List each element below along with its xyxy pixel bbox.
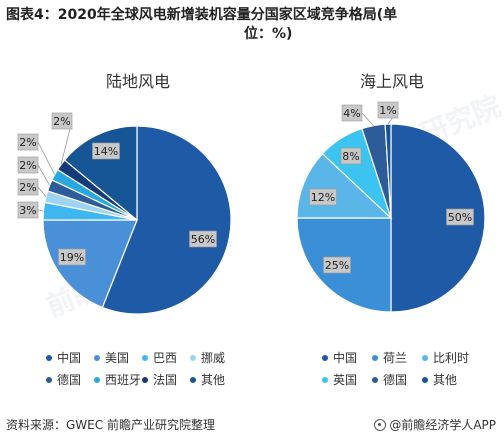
data-label: 2% bbox=[19, 159, 36, 172]
legend-swatch bbox=[94, 354, 100, 361]
legend-swatch bbox=[46, 354, 52, 361]
legend-swatch bbox=[372, 354, 378, 361]
data-label-box bbox=[51, 112, 73, 130]
legend-item: 德国 bbox=[372, 371, 407, 388]
legend-swatch bbox=[190, 354, 196, 361]
chart-title-line1: 图表4：2020年全球风电新增装机容量分国家区域竞争格局(单 bbox=[6, 7, 398, 23]
label-leader-line bbox=[37, 186, 47, 197]
data-label-box bbox=[377, 101, 399, 119]
legend-item: 中国 bbox=[46, 349, 81, 366]
legend-label: 其他 bbox=[433, 373, 458, 387]
label-leader-line bbox=[37, 209, 44, 212]
data-label: 1% bbox=[379, 104, 396, 117]
chart-title-line2: 位：%) bbox=[244, 26, 293, 42]
legend-label: 英国 bbox=[333, 373, 358, 387]
legend-label: 挪威 bbox=[201, 351, 226, 365]
data-label-box bbox=[58, 248, 86, 266]
legend-item: 美国 bbox=[94, 349, 129, 366]
legend-label: 其他 bbox=[201, 373, 226, 387]
data-label: 3% bbox=[19, 204, 36, 217]
legend-label: 德国 bbox=[383, 373, 408, 387]
label-leader-line bbox=[361, 112, 374, 126]
legend-label: 美国 bbox=[105, 351, 130, 365]
label-leader-line bbox=[37, 164, 50, 186]
brand-text: @前瞻经济学人APP bbox=[389, 418, 496, 432]
data-label-box bbox=[340, 147, 362, 165]
data-label-box bbox=[446, 208, 474, 226]
data-label-box bbox=[341, 104, 363, 122]
data-label-box bbox=[309, 188, 337, 206]
pie-title: 陆地风电 bbox=[106, 72, 170, 91]
data-label: 19% bbox=[60, 251, 84, 264]
legend-label: 巴西 bbox=[153, 351, 178, 365]
legend-swatch bbox=[142, 354, 148, 361]
data-label-box bbox=[17, 156, 39, 174]
data-label: 56% bbox=[191, 233, 215, 246]
pie-chart-land: 陆地风电 56% 19% 3% 2% 2% 2% 2% 14% bbox=[17, 72, 232, 315]
legend-item: 比利时 bbox=[422, 349, 469, 366]
legend-item: 英国 bbox=[322, 371, 357, 388]
legend-swatch bbox=[46, 376, 52, 383]
legend-swatch bbox=[322, 354, 328, 361]
data-label: 4% bbox=[343, 107, 360, 120]
legend-swatch bbox=[94, 376, 100, 383]
legend-label: 中国 bbox=[57, 351, 82, 365]
data-label: 8% bbox=[342, 150, 359, 163]
data-label: 14% bbox=[94, 145, 118, 158]
pie-chart-offshore: 海上风电 50% 25% 12% 8% 4% 1% bbox=[296, 72, 486, 313]
data-label: 12% bbox=[311, 191, 335, 204]
data-label: 50% bbox=[448, 211, 472, 224]
brand-footer: @前瞻经济学人APP bbox=[374, 416, 496, 433]
data-label: 2% bbox=[19, 181, 36, 194]
data-label-box bbox=[92, 142, 120, 160]
data-label-box bbox=[17, 133, 39, 151]
legend-label: 西班牙 bbox=[105, 373, 142, 387]
legend-item: 挪威 bbox=[190, 349, 225, 366]
data-label-box bbox=[323, 256, 351, 274]
legend-item: 法国 bbox=[142, 371, 177, 388]
legend-swatch bbox=[322, 376, 328, 383]
data-label-box bbox=[17, 201, 39, 219]
data-label: 2% bbox=[19, 136, 36, 149]
source-note: 资料来源：GWEC 前瞻产业研究院整理 bbox=[6, 418, 215, 432]
legend-item: 德国 bbox=[46, 371, 81, 388]
legend-label: 德国 bbox=[57, 373, 82, 387]
chart-title: 图表4：2020年全球风电新增装机容量分国家区域竞争格局(单 位：%) bbox=[6, 6, 498, 44]
data-label: 25% bbox=[325, 259, 349, 272]
legend-swatch bbox=[422, 376, 428, 383]
legend-item: 荷兰 bbox=[372, 349, 407, 366]
legend-label: 比利时 bbox=[433, 351, 470, 365]
legend-swatch bbox=[372, 376, 378, 383]
legend-swatch bbox=[190, 376, 196, 383]
label-leader-line bbox=[37, 141, 55, 175]
legend-item: 其他 bbox=[422, 371, 457, 388]
legend-swatch bbox=[142, 376, 148, 383]
legend-swatch bbox=[422, 354, 428, 361]
data-label-box bbox=[189, 230, 217, 248]
legend-item: 巴西 bbox=[142, 349, 177, 366]
pie-slice-美国 bbox=[42, 219, 138, 309]
legend-item: 中国 bbox=[322, 349, 357, 366]
pie-slice-中国 bbox=[101, 125, 232, 315]
legend-label: 法国 bbox=[153, 373, 178, 387]
legend-item: 其他 bbox=[190, 371, 225, 388]
legend-label: 荷兰 bbox=[383, 351, 408, 365]
brand-logo-icon bbox=[374, 418, 387, 431]
pie-title: 海上风电 bbox=[360, 72, 424, 91]
legend-label: 中国 bbox=[333, 351, 358, 365]
pie-slice-中国 bbox=[390, 123, 486, 313]
data-label-box bbox=[17, 178, 39, 196]
data-label: 2% bbox=[53, 115, 70, 128]
legend-item: 西班牙 bbox=[94, 371, 141, 388]
